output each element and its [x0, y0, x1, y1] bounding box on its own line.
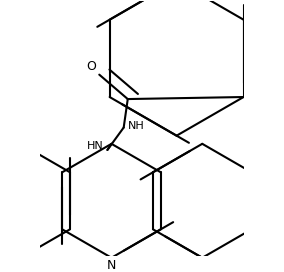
Text: O: O — [86, 60, 96, 73]
Text: N: N — [107, 259, 116, 272]
Text: NH: NH — [128, 120, 144, 131]
Text: HN: HN — [87, 141, 104, 151]
